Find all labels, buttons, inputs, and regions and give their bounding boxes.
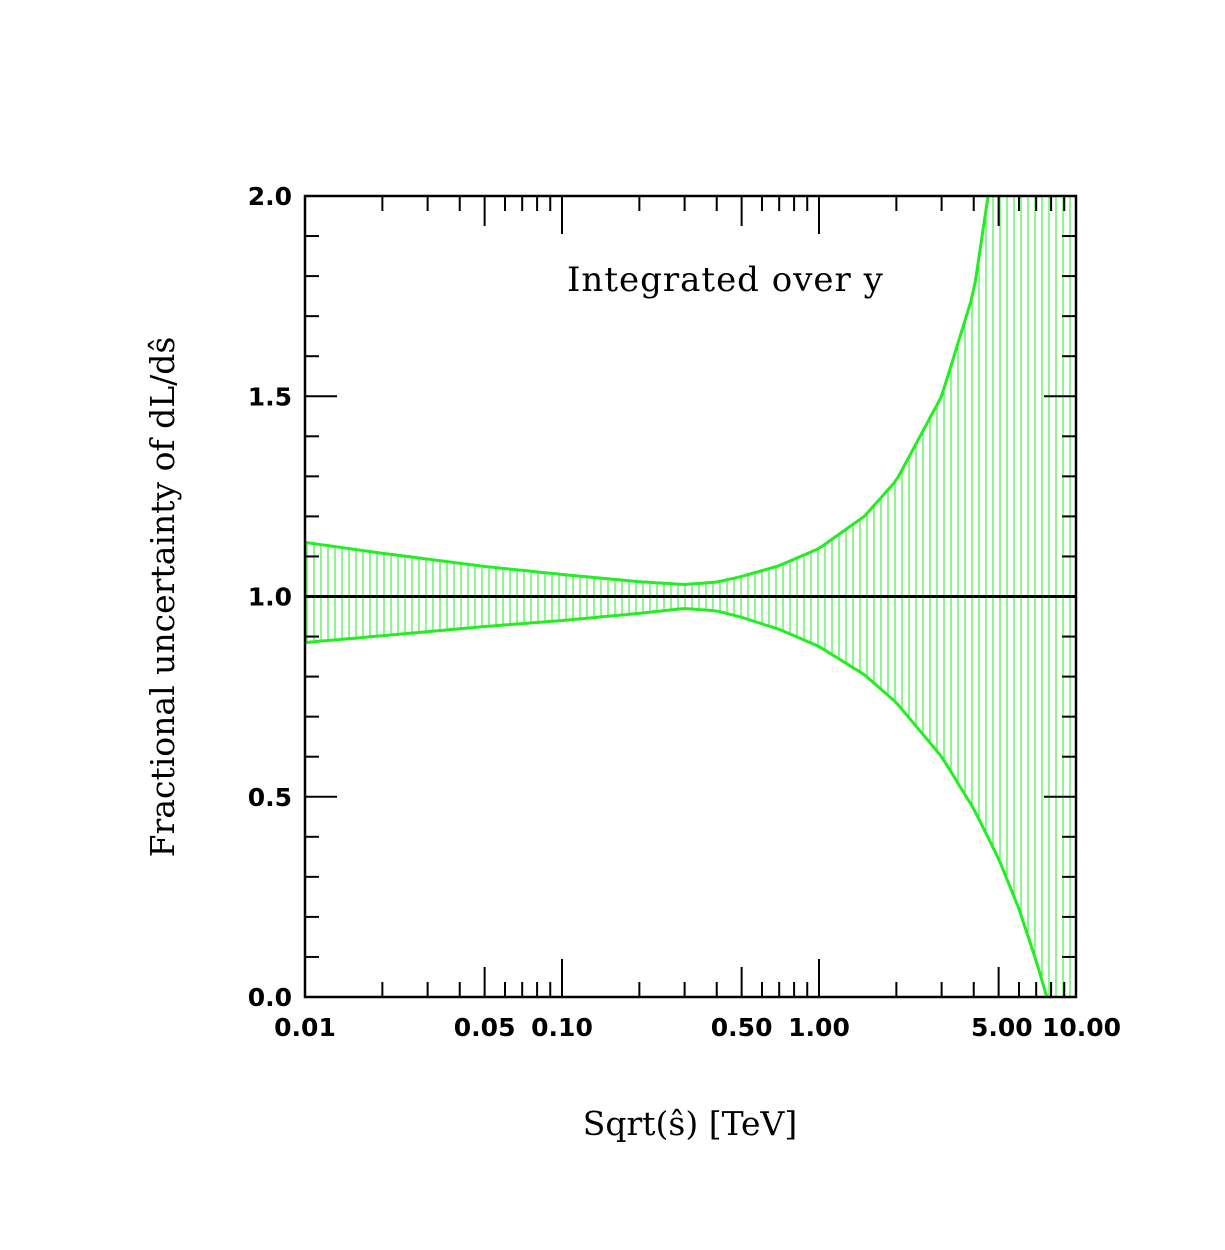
- axis-ticks: [304, 195, 1076, 998]
- x-tick-label: 1.00: [788, 1013, 850, 1042]
- y-tick-label: 1.5: [248, 382, 292, 411]
- x-tick-label: 0.10: [531, 1013, 593, 1042]
- x-tick-label: 10.00: [1042, 1013, 1121, 1042]
- band-curves: [304, 195, 1049, 998]
- x-axis-title: Sqrt(ŝ) [TeV]: [583, 1104, 798, 1143]
- y-tick-label: 2.0: [248, 182, 292, 211]
- y-axis-title: Fractional uncertainty of dL/dŝ: [143, 337, 182, 858]
- y-tick-label: 0.5: [248, 783, 292, 812]
- lower-bound-curve: [304, 607, 1049, 998]
- x-tick-label: 0.50: [711, 1013, 773, 1042]
- y-tick-label: 0.0: [248, 983, 292, 1012]
- x-tick-label: 0.01: [274, 1013, 336, 1042]
- x-tick-label: 0.05: [454, 1013, 516, 1042]
- y-tick-label: 1.0: [248, 583, 292, 612]
- tick-labels: 0.01 0.05 0.10 0.50 1.00 5.00 10.00 0.0 0.5 1.0 1.…: [248, 182, 1121, 1042]
- upper-bound-curve: [304, 195, 990, 587]
- annotation-text: Integrated over y: [567, 260, 884, 300]
- x-tick-label: 5.00: [971, 1013, 1033, 1042]
